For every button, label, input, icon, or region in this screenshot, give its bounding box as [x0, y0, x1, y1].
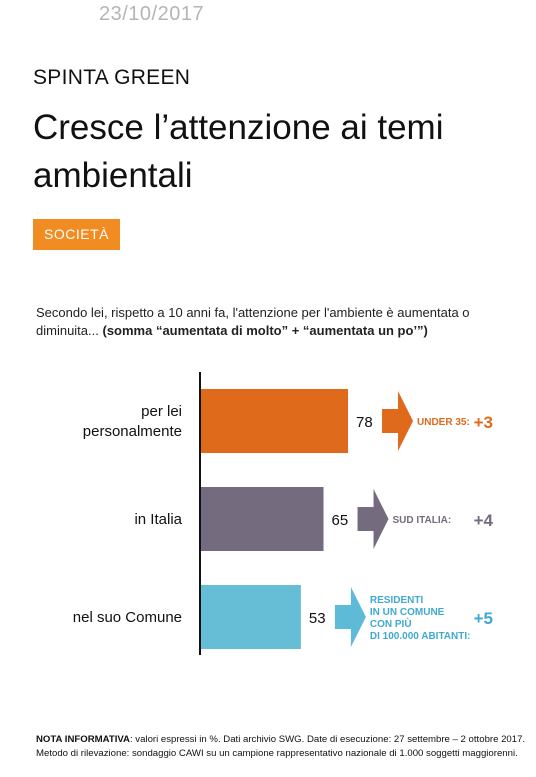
date: 23/10/2017	[99, 3, 205, 25]
category-tag[interactable]: SOCIETÀ	[33, 219, 120, 250]
category-label-2: in Italia	[134, 511, 182, 528]
question-text: Secondo lei, rispetto a 10 anni fa, l'at…	[36, 305, 470, 338]
callout-delta-1: +3	[474, 413, 493, 432]
footnote: NOTA INFORMATIVA: valori espressi in %. …	[36, 733, 526, 761]
callout-delta-2: +4	[474, 511, 494, 530]
callout-arrow-3	[334, 587, 366, 647]
note-label: NOTA INFORMATIVA	[36, 734, 130, 745]
headline: Cresce l’attenzione ai temi ambientali	[33, 108, 444, 195]
bar-3	[201, 585, 301, 649]
bar-2	[201, 487, 324, 551]
category-label-3: nel suo Comune	[73, 609, 182, 626]
callout-label-2: SUD ITALIA:	[393, 515, 452, 526]
bar-chart: per lei personalmente 78 UNDER 35: +3 in Ital…	[73, 372, 494, 655]
callout-delta-3: +5	[474, 609, 493, 628]
value-label-1: 78	[356, 414, 373, 431]
callout-arrow-2	[357, 489, 389, 549]
bar-1	[201, 389, 349, 453]
callout-arrow-1	[382, 391, 414, 451]
category-label-1: per lei personalmente	[83, 403, 182, 440]
note-line-1: : valori espressi in %. Dati archivio SW…	[129, 734, 526, 745]
callout-label-3: RESIDENTI IN UN COMUNE CON PIÙ DI 100.000 A…	[370, 595, 471, 642]
callout-label-1: UNDER 35:	[417, 417, 470, 428]
survey-question: Secondo lei, rispetto a 10 anni fa, l'at…	[36, 304, 506, 340]
value-label-2: 65	[332, 512, 349, 529]
kicker: SPINTA GREEN	[33, 66, 191, 89]
value-label-3: 53	[309, 610, 326, 627]
note-line-2: Metodo di rilevazione: sondaggio CAWI su…	[36, 748, 518, 759]
question-note: (somma “aumentata di molto” + “aumentata…	[102, 323, 428, 338]
